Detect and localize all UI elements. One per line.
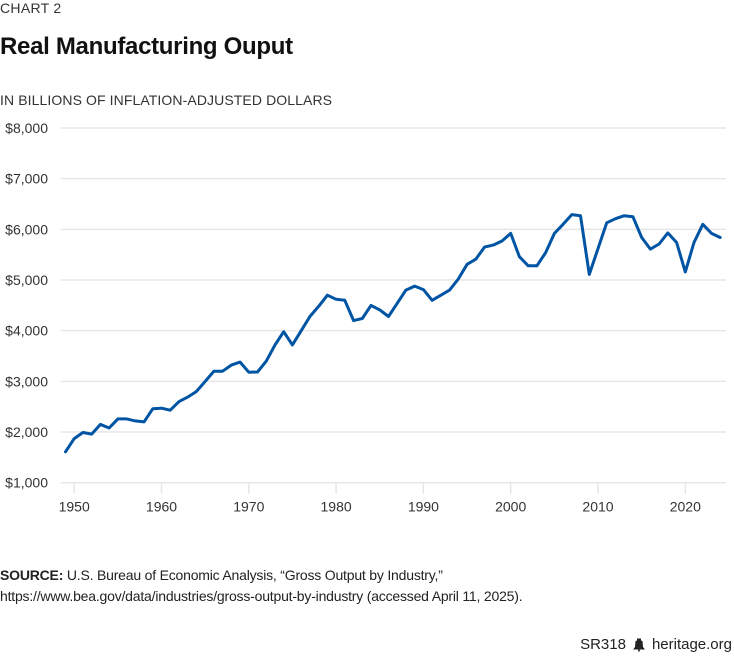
- y-tick-label: $5,000: [5, 272, 48, 288]
- y-tick-label: $6,000: [5, 221, 48, 237]
- liberty-bell-icon: [632, 638, 645, 652]
- gridlines: [61, 127, 726, 484]
- y-tick-label: $1,000: [5, 475, 48, 491]
- chart-subtitle: IN BILLIONS OF INFLATION-ADJUSTED DOLLAR…: [0, 92, 333, 108]
- series-group: [64, 213, 722, 454]
- source-url[interactable]: https://www.bea.gov/data/industries/gros…: [0, 588, 523, 604]
- chart-kicker: CHART 2: [0, 0, 62, 16]
- y-axis-tick-labels: $1,000 $2,000 $3,000 $4,000 $5,000 $6,000 $7,0…: [5, 120, 48, 491]
- report-id: SR318: [580, 636, 626, 653]
- y-tick-label: $2,000: [5, 424, 48, 440]
- x-tick-label: 1950: [59, 499, 90, 515]
- x-tick-label: 1990: [408, 499, 439, 515]
- x-tick-label: 1980: [321, 499, 352, 515]
- footer: SR318 heritage.org: [580, 636, 732, 654]
- series-line: [64, 213, 722, 454]
- y-tick-label: $3,000: [5, 373, 48, 389]
- site-link[interactable]: heritage.org: [651, 636, 732, 653]
- x-tick-label: 1970: [233, 499, 264, 515]
- x-tick-label: 2020: [670, 499, 701, 515]
- chart-title: Real Manufacturing Ouput: [0, 33, 293, 60]
- y-tick-label: $8,000: [5, 120, 48, 136]
- source-note: SOURCE: U.S. Bureau of Economic Analysis…: [0, 565, 523, 607]
- source-label: SOURCE:: [0, 567, 64, 583]
- y-tick-label: $7,000: [5, 171, 48, 187]
- x-axis: 1950 1960 1970 1980 1990 2000 2010 2020: [59, 482, 701, 515]
- source-text: U.S. Bureau of Economic Analysis, “Gross…: [66, 567, 443, 583]
- y-tick-label: $4,000: [5, 323, 48, 339]
- x-tick-label: 1960: [146, 499, 177, 515]
- line-chart: $1,000 $2,000 $3,000 $4,000 $5,000 $6,000 $7,0…: [5, 120, 726, 515]
- x-tick-label: 2000: [495, 499, 526, 515]
- x-tick-label: 2010: [582, 499, 613, 515]
